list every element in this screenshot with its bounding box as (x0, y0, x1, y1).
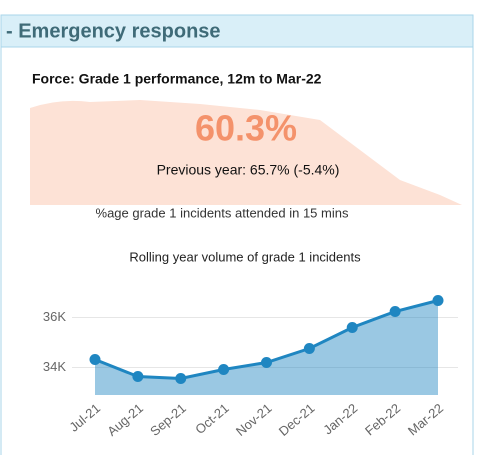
data-point (261, 357, 272, 368)
data-point (89, 354, 101, 365)
data-point (175, 373, 187, 384)
kpi-background-shape (30, 100, 462, 205)
data-point (303, 343, 315, 354)
data-point (389, 306, 401, 317)
y-tick-label: 34K (43, 359, 66, 374)
data-point (432, 295, 444, 306)
kpi-caption: %age grade 1 incidents attended in 15 mi… (96, 205, 349, 220)
chart-title: Rolling year volume of grade 1 incidents (129, 249, 361, 264)
data-point (132, 371, 144, 382)
y-tick-label: 36K (43, 309, 66, 324)
data-point (218, 364, 230, 375)
kpi-value: 60.3% (195, 108, 297, 149)
kpi-previous: Previous year: 65.7% (-5.4%) (157, 162, 340, 178)
header-bar (0, 14, 474, 48)
kpi-title: Force: Grade 1 performance, 12m to Mar-2… (32, 71, 322, 87)
area-fill (95, 300, 438, 395)
data-point (346, 322, 358, 333)
header-title: - Emergency response (6, 20, 221, 42)
